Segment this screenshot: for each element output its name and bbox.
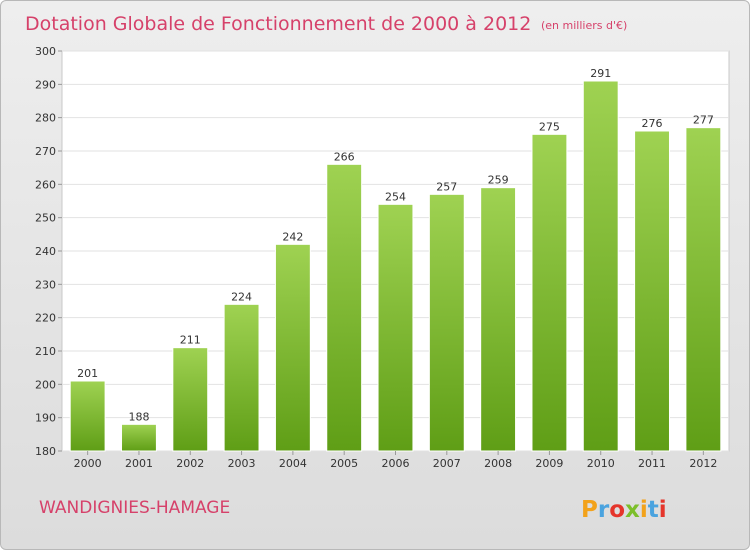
bar-2001	[121, 423, 157, 452]
x-tick-label: 2002	[176, 457, 204, 470]
bar-2003	[223, 303, 260, 452]
y-tick-label: 200	[35, 378, 56, 391]
y-tick-label: 280	[35, 112, 56, 125]
y-tick-label: 240	[35, 245, 56, 258]
logo-letter: x	[625, 497, 640, 523]
x-axis-tick-labels: 2000 2001 2002 2003 2004 2005 2006 2007 2008 2009…	[74, 451, 717, 470]
bar-2006	[377, 203, 414, 452]
x-tick-label: 2001	[125, 457, 153, 470]
bar-2011	[634, 130, 670, 452]
value-label-2005: 266	[334, 150, 355, 163]
bar-2005	[326, 163, 363, 452]
bar-2002	[172, 347, 209, 452]
logo-letter: t	[648, 497, 659, 523]
x-tick-label: 2008	[484, 457, 512, 470]
bar-2004	[274, 243, 311, 452]
value-label-2010: 291	[590, 67, 611, 80]
x-tick-label: 2009	[535, 457, 563, 470]
x-tick-label: 2007	[433, 457, 461, 470]
logo-letter: i	[659, 497, 667, 523]
value-label-2012: 277	[693, 114, 714, 127]
logo-letter: r	[598, 497, 610, 523]
value-label-2000: 201	[77, 367, 98, 380]
value-label-2002: 211	[180, 334, 201, 347]
y-tick-label: 260	[35, 178, 56, 191]
bar-2010	[582, 80, 619, 452]
y-tick-label: 220	[35, 312, 56, 325]
y-tick-label: 290	[35, 78, 56, 91]
bar-2012	[685, 127, 722, 452]
y-tick-label: 190	[35, 412, 56, 425]
bar-2000	[69, 380, 106, 452]
bar-2009	[531, 133, 568, 452]
bars: 201 188 211 224 242 266 254 257 259 275 291 276 277	[69, 67, 722, 452]
value-label-2011: 276	[642, 117, 663, 130]
y-tick-label: 210	[35, 345, 56, 358]
proxiti-logo: Proxiti	[581, 497, 667, 523]
y-tick-label: 180	[35, 445, 56, 458]
city-name: WANDIGNIES-HAMAGE	[39, 498, 230, 518]
value-label-2009: 275	[539, 120, 560, 133]
value-label-2006: 254	[385, 190, 406, 203]
x-tick-label: 2012	[689, 457, 717, 470]
x-tick-label: 2006	[382, 457, 410, 470]
y-axis-tick-labels: 180 190 200 210 220 230 240 250 260 270 280 290 300	[35, 45, 56, 458]
y-tick-label: 270	[35, 145, 56, 158]
value-label-2003: 224	[231, 290, 252, 303]
logo-letter: P	[581, 497, 598, 523]
y-tick-label: 250	[35, 212, 56, 225]
chart-subtitle: (en milliers d'€)	[541, 19, 627, 32]
value-label-2004: 242	[282, 230, 303, 243]
logo-letter: o	[609, 497, 625, 523]
x-tick-label: 2000	[74, 457, 102, 470]
bar-2007	[428, 193, 465, 452]
x-tick-label: 2004	[279, 457, 307, 470]
logo-letter: i	[640, 497, 648, 523]
x-tick-label: 2010	[587, 457, 615, 470]
value-label-2008: 259	[488, 174, 509, 187]
x-tick-label: 2003	[228, 457, 256, 470]
value-label-2001: 188	[128, 410, 149, 423]
bar-2008	[480, 187, 517, 452]
x-tick-label: 2005	[330, 457, 358, 470]
chart-title: Dotation Globale de Fonctionnement de 20…	[25, 13, 531, 35]
x-tick-label: 2011	[638, 457, 666, 470]
value-label-2007: 257	[436, 180, 457, 193]
y-tick-label: 300	[35, 45, 56, 58]
y-tick-label: 230	[35, 278, 56, 291]
